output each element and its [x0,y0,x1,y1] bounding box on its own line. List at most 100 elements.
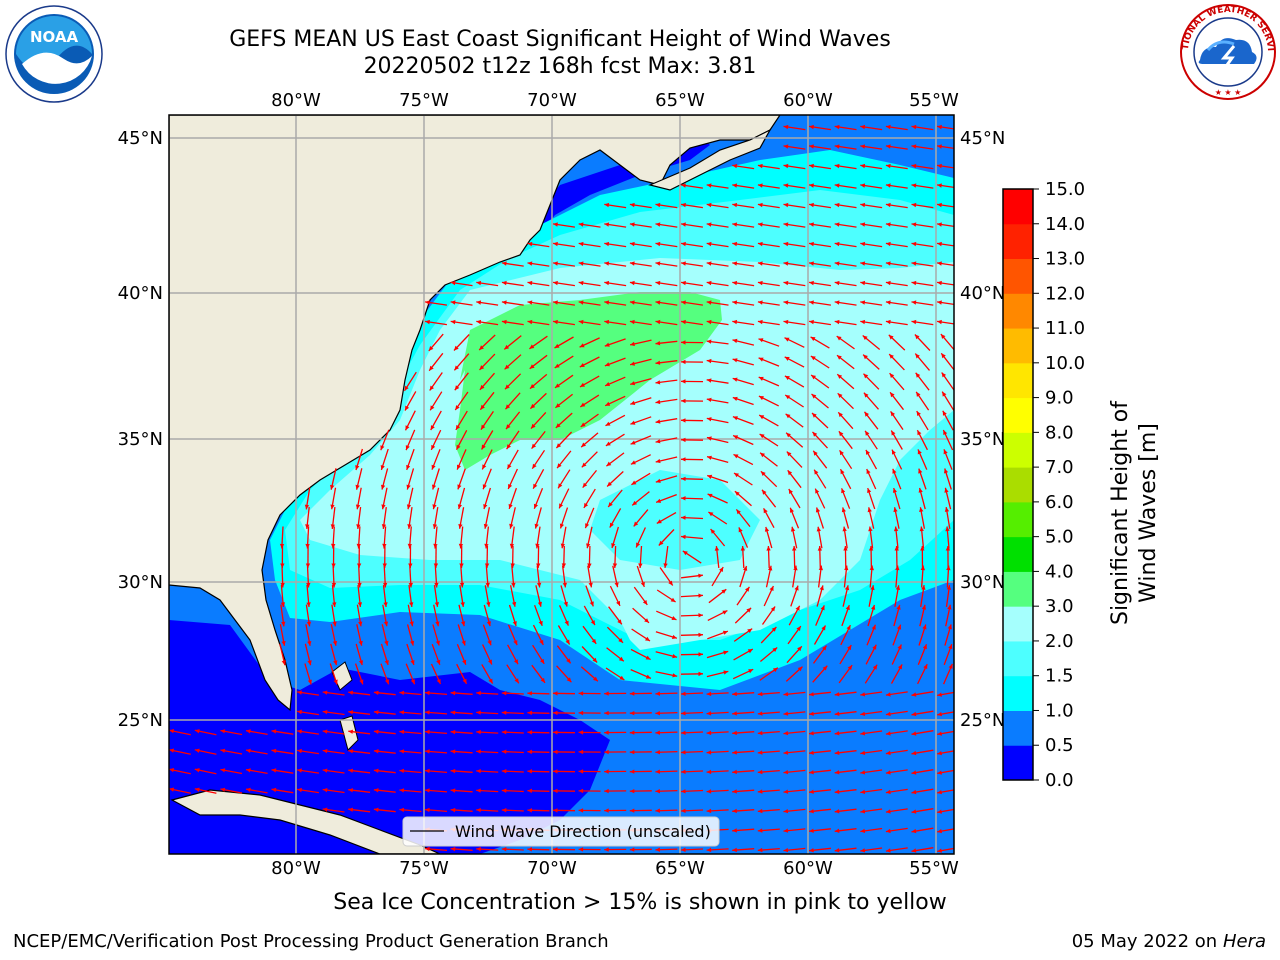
wind-wave-arrowhead [681,691,686,696]
wind-wave-arrowhead [937,770,942,775]
wind-wave-arrowhead [760,471,766,476]
wind-wave-arrowhead [476,280,482,286]
wind-wave-arrowhead [330,524,335,529]
wind-wave-arrowhead [834,770,840,775]
wind-wave-arrowhead [431,464,436,470]
wind-wave-arrowhead [629,222,635,227]
wind-wave-arrowhead [732,202,738,208]
wind-wave-arrowhead [357,582,362,588]
wind-wave-arrowhead [809,222,814,227]
wind-wave-arrowhead [706,358,712,364]
wind-wave-arrowhead [578,808,584,813]
wind-wave-arrowhead [604,769,609,774]
colorbar-segment [1003,328,1033,364]
wind-wave-arrowhead [681,340,686,345]
wind-wave-arrowhead [706,378,712,383]
wind-wave-arrowhead [811,375,816,380]
wind-wave-arrowhead [330,484,335,490]
wind-wave-arrowhead [840,469,845,475]
wind-wave-arrowhead [862,335,868,340]
wind-wave-arrowhead [557,463,562,469]
map-frame [168,114,955,855]
wind-wave-arrowhead [917,430,922,436]
wind-wave-arrowhead [656,498,662,503]
wind-wave-arrowhead [872,644,877,650]
wind-wave-arrowhead [559,523,564,529]
wind-wave-arrowhead [506,424,511,430]
wind-wave-arrowhead [322,768,328,773]
wind-wave-arrowhead [757,730,763,736]
wind-wave-arrowhead [866,469,871,474]
wind-wave-arrowhead [425,300,430,305]
wind-wave-arrowhead [633,521,639,527]
wind-wave-arrowhead [561,563,566,568]
wind-wave-arrowhead [681,711,686,716]
wind-wave-arrowhead [566,658,571,664]
wind-wave-arrowhead [911,202,917,208]
wind-wave-arrowhead [810,336,816,341]
wind-wave-arrowhead [911,222,917,227]
wind-wave-arrowhead [937,809,942,814]
wind-wave-arrowhead [733,435,739,440]
wind-wave-arrowhead [796,626,801,631]
wind-wave-arrowhead [911,163,917,169]
wind-wave-arrowhead [681,730,686,735]
wind-wave-arrowhead [579,343,585,348]
wind-wave-arrowhead [604,300,610,305]
wind-wave-arrowhead [834,731,840,736]
wind-wave-arrowhead [706,222,712,227]
wind-wave-arrowhead [733,454,739,459]
land-bahamas [339,715,359,751]
wind-wave-arrowhead [381,484,386,490]
wind-wave-arrowhead [355,504,361,510]
colorbar-segment [1003,640,1033,677]
wind-wave-arrowhead [897,624,902,630]
wind-wave-arrowhead [450,710,456,715]
wind-wave-arrowhead [769,586,774,591]
wind-wave-arrowhead [885,770,891,775]
wind-wave-arrowhead [409,621,414,627]
colorbar-tick-label: 6.0 [1045,492,1074,513]
wind-wave-arrowhead [322,749,328,754]
colorbar-tick-label: 3.0 [1045,596,1074,617]
wind-wave-arrowhead [297,748,302,754]
wind-wave-arrowhead [923,664,928,670]
wind-wave-arrowhead [681,534,686,540]
wind-wave-arrowhead [895,585,901,590]
wind-wave-arrowhead [860,750,866,755]
wind-wave-arrowhead [888,334,894,340]
wind-wave-arrowhead [488,678,493,684]
wind-wave-arrowhead [501,749,507,754]
wind-wave-arrowhead [766,546,771,551]
wind-wave-arrowhead [555,383,560,388]
wind-wave-arrowhead [790,526,796,532]
wind-wave-arrowhead [618,638,623,643]
wind-wave-arrowhead [937,300,942,305]
wind-wave-arrowhead [348,807,353,812]
wind-wave-arrowhead [307,641,312,646]
wind-wave-arrowhead [892,449,896,455]
wind-wave-arrowhead [706,280,712,286]
wind-wave-arrowhead [322,690,328,695]
wind-wave-arrowhead [565,639,570,645]
wind-wave-arrowhead [476,319,482,325]
wind-wave-arrowhead [642,600,648,605]
wind-wave-arrowhead [706,319,712,325]
wind-wave-arrowhead [578,300,584,305]
wind-wave-arrowhead [734,491,740,496]
wind-wave-arrowhead [893,507,898,513]
wind-wave-arrowhead [911,183,917,188]
wind-wave-arrowhead [785,395,791,400]
wave-region-1.5-2.0 [590,470,760,570]
wind-wave-arrowhead [348,690,353,695]
wind-wave-arrowhead [405,425,410,431]
wind-wave-arrowhead [834,124,840,130]
wind-wave-arrowhead [885,144,891,149]
wind-wave-arrowhead [813,450,818,456]
colorbar-tick-label: 12.0 [1045,283,1085,304]
wind-wave-arrowhead [757,202,763,208]
wind-wave-arrowhead [723,650,729,655]
wind-wave-arrowhead [554,343,560,348]
wind-wave-arrowhead [841,507,846,513]
